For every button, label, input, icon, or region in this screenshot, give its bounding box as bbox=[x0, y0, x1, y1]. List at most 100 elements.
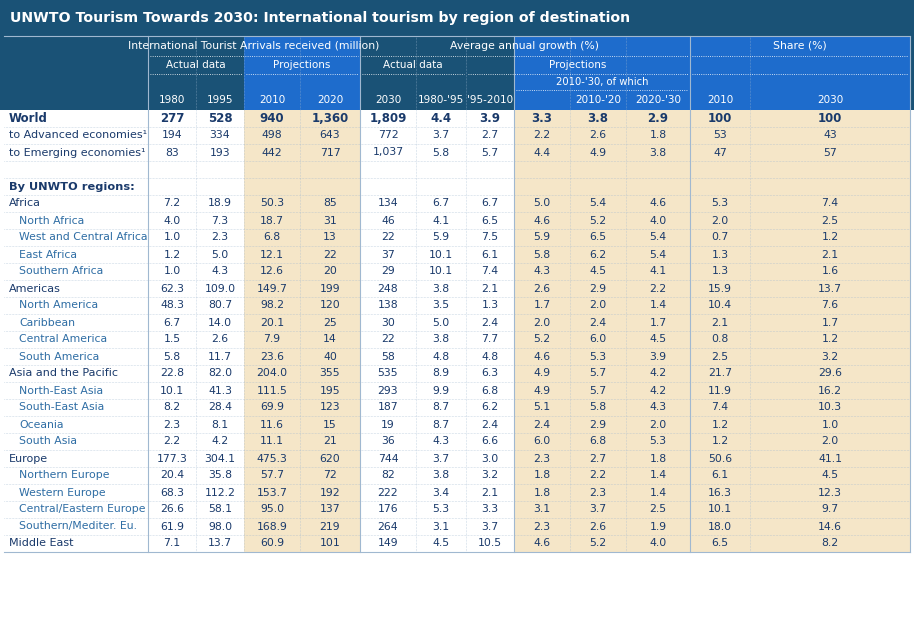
Text: 2020: 2020 bbox=[317, 95, 343, 105]
Bar bbox=[4, 110, 244, 552]
Text: South America: South America bbox=[19, 351, 100, 361]
Text: 10.5: 10.5 bbox=[478, 538, 502, 548]
Text: 355: 355 bbox=[320, 368, 340, 379]
Text: 1,360: 1,360 bbox=[312, 112, 348, 125]
Text: 31: 31 bbox=[324, 215, 337, 225]
Text: 4.0: 4.0 bbox=[164, 215, 181, 225]
Text: 2.1: 2.1 bbox=[482, 284, 498, 294]
Text: 1.4: 1.4 bbox=[650, 487, 666, 497]
Text: 3.7: 3.7 bbox=[590, 504, 607, 515]
Text: 4.3: 4.3 bbox=[211, 266, 228, 276]
Text: 23.6: 23.6 bbox=[260, 351, 284, 361]
Text: 1.5: 1.5 bbox=[164, 335, 181, 345]
Text: 10.1: 10.1 bbox=[708, 504, 732, 515]
Text: 2.5: 2.5 bbox=[822, 215, 838, 225]
Text: 16.2: 16.2 bbox=[818, 386, 842, 396]
Text: 1.4: 1.4 bbox=[650, 471, 666, 481]
Text: 1980-'95: 1980-'95 bbox=[418, 95, 464, 105]
Text: 14.0: 14.0 bbox=[208, 317, 232, 327]
Text: 6.3: 6.3 bbox=[482, 368, 498, 379]
Text: 6.7: 6.7 bbox=[432, 199, 450, 209]
Text: 6.5: 6.5 bbox=[711, 538, 728, 548]
Text: 8.1: 8.1 bbox=[211, 420, 228, 430]
Text: 3.8: 3.8 bbox=[588, 112, 609, 125]
Text: 222: 222 bbox=[377, 487, 399, 497]
Text: 10.1: 10.1 bbox=[429, 250, 453, 260]
Text: 5.4: 5.4 bbox=[650, 232, 666, 242]
Text: 4.5: 4.5 bbox=[650, 335, 666, 345]
Text: 2.5: 2.5 bbox=[650, 504, 666, 515]
Text: 6.8: 6.8 bbox=[482, 386, 498, 396]
Text: Europe: Europe bbox=[9, 453, 48, 463]
Text: 5.0: 5.0 bbox=[432, 317, 450, 327]
Text: 2.3: 2.3 bbox=[590, 487, 607, 497]
Text: 1.3: 1.3 bbox=[711, 250, 728, 260]
Bar bbox=[0, 0, 914, 36]
Text: 3.5: 3.5 bbox=[432, 301, 450, 310]
Text: 98.2: 98.2 bbox=[260, 301, 284, 310]
Text: 1.7: 1.7 bbox=[650, 317, 666, 327]
Text: 37: 37 bbox=[381, 250, 395, 260]
Text: 20.1: 20.1 bbox=[260, 317, 284, 327]
Text: 4.4: 4.4 bbox=[430, 112, 452, 125]
Text: 14.6: 14.6 bbox=[818, 522, 842, 532]
Text: 57: 57 bbox=[824, 148, 837, 158]
Text: South Asia: South Asia bbox=[19, 437, 77, 446]
Bar bbox=[0, 36, 914, 110]
Text: 3.0: 3.0 bbox=[482, 453, 499, 463]
Text: Share (%): Share (%) bbox=[773, 41, 827, 51]
Text: 2.3: 2.3 bbox=[534, 522, 550, 532]
Text: 2.2: 2.2 bbox=[650, 284, 666, 294]
Text: 1.4: 1.4 bbox=[650, 301, 666, 310]
Bar bbox=[514, 36, 690, 110]
Text: 6.6: 6.6 bbox=[482, 437, 498, 446]
Text: 5.2: 5.2 bbox=[590, 215, 607, 225]
Text: 1.2: 1.2 bbox=[822, 335, 838, 345]
Text: 4.5: 4.5 bbox=[822, 471, 838, 481]
Text: 2.9: 2.9 bbox=[647, 112, 668, 125]
Text: 153.7: 153.7 bbox=[257, 487, 287, 497]
Text: 3.8: 3.8 bbox=[432, 335, 450, 345]
Text: By UNWTO regions:: By UNWTO regions: bbox=[9, 181, 134, 191]
Text: 5.8: 5.8 bbox=[534, 250, 550, 260]
Text: 1.6: 1.6 bbox=[822, 266, 838, 276]
Text: 80.7: 80.7 bbox=[208, 301, 232, 310]
Text: 4.3: 4.3 bbox=[432, 437, 450, 446]
Text: 5.2: 5.2 bbox=[534, 335, 550, 345]
Text: 6.8: 6.8 bbox=[263, 232, 281, 242]
Text: 22: 22 bbox=[324, 250, 337, 260]
Text: East Africa: East Africa bbox=[19, 250, 77, 260]
Text: World: World bbox=[9, 112, 48, 125]
Text: 168.9: 168.9 bbox=[257, 522, 287, 532]
Text: 194: 194 bbox=[162, 130, 182, 140]
Text: 134: 134 bbox=[377, 199, 399, 209]
Text: 2.4: 2.4 bbox=[590, 317, 607, 327]
Text: 475.3: 475.3 bbox=[257, 453, 287, 463]
Text: 3.9: 3.9 bbox=[480, 112, 501, 125]
Text: 109.0: 109.0 bbox=[205, 284, 236, 294]
Text: 69.9: 69.9 bbox=[260, 402, 284, 412]
Text: 28.4: 28.4 bbox=[208, 402, 232, 412]
Text: 82: 82 bbox=[381, 471, 395, 481]
Text: 5.0: 5.0 bbox=[211, 250, 228, 260]
Text: 5.8: 5.8 bbox=[432, 148, 450, 158]
Text: 2.0: 2.0 bbox=[649, 420, 666, 430]
Bar bbox=[360, 110, 514, 552]
Text: 2.7: 2.7 bbox=[482, 130, 498, 140]
Text: Americas: Americas bbox=[9, 284, 61, 294]
Text: 12.1: 12.1 bbox=[260, 250, 284, 260]
Text: 2.7: 2.7 bbox=[590, 453, 607, 463]
Text: Asia and the Pacific: Asia and the Pacific bbox=[9, 368, 118, 379]
Text: 18.0: 18.0 bbox=[708, 522, 732, 532]
Text: 442: 442 bbox=[261, 148, 282, 158]
Text: 138: 138 bbox=[377, 301, 399, 310]
Text: 22: 22 bbox=[381, 335, 395, 345]
Text: 2.9: 2.9 bbox=[590, 284, 607, 294]
Text: 21.7: 21.7 bbox=[708, 368, 732, 379]
Text: 10.4: 10.4 bbox=[708, 301, 732, 310]
Text: 4.9: 4.9 bbox=[590, 148, 607, 158]
Text: 7.3: 7.3 bbox=[211, 215, 228, 225]
Text: 2.4: 2.4 bbox=[534, 420, 550, 430]
Text: 3.9: 3.9 bbox=[650, 351, 666, 361]
Bar bbox=[514, 110, 690, 552]
